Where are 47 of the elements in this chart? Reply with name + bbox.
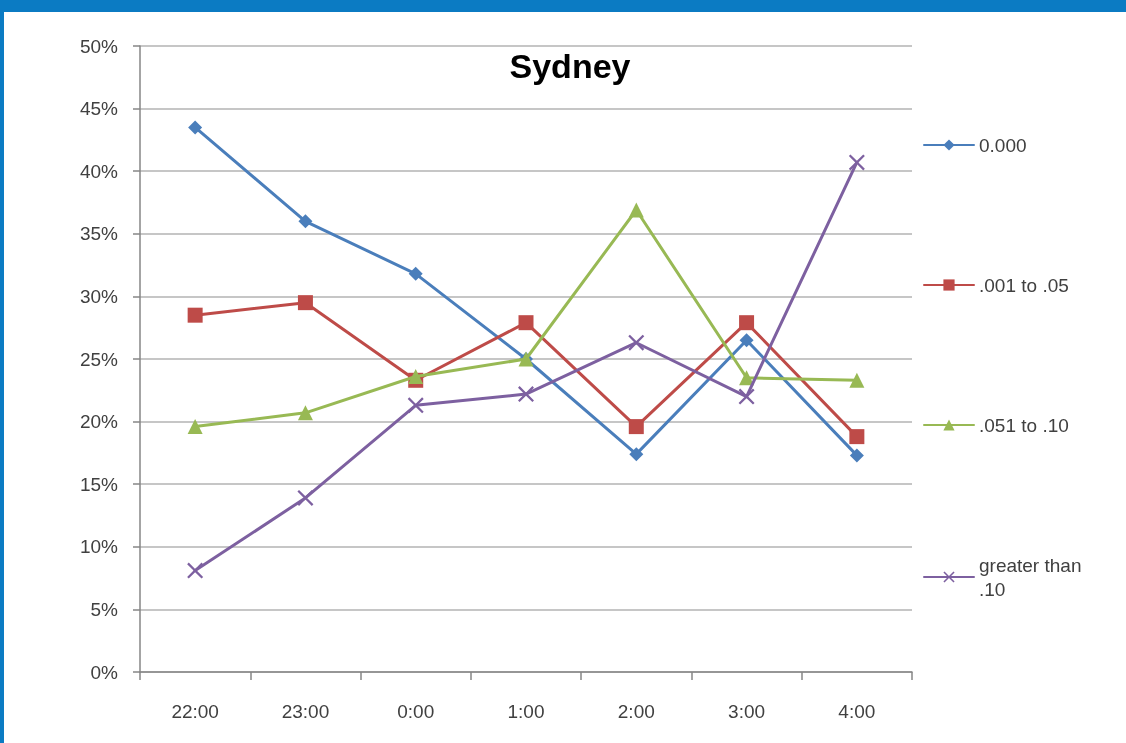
point bbox=[297, 489, 314, 506]
point bbox=[407, 397, 424, 414]
point bbox=[408, 266, 423, 281]
y-tick-label: 10% bbox=[79, 536, 119, 558]
point bbox=[848, 154, 865, 171]
point bbox=[187, 562, 204, 579]
point bbox=[187, 419, 203, 435]
point bbox=[297, 295, 313, 311]
point bbox=[849, 372, 865, 388]
x-tick-label: 22:00 bbox=[171, 701, 219, 722]
point bbox=[298, 214, 313, 229]
point bbox=[628, 202, 644, 218]
y-tick-label: 40% bbox=[79, 160, 119, 182]
y-tick-label: 20% bbox=[79, 411, 119, 433]
y-tick-label: 15% bbox=[79, 473, 119, 495]
point bbox=[628, 334, 645, 351]
point bbox=[849, 429, 865, 445]
x-tick-label: 0:00 bbox=[397, 701, 435, 722]
y-tick-label: 50% bbox=[79, 35, 119, 57]
legend-label: 0.000 bbox=[979, 134, 1027, 156]
point bbox=[297, 405, 313, 421]
point bbox=[629, 447, 644, 462]
y-tick-label: 30% bbox=[79, 285, 119, 307]
point bbox=[518, 315, 534, 331]
x-tick-label: 3:00 bbox=[728, 701, 766, 722]
chart-title: Sydney bbox=[509, 47, 631, 85]
y-tick-label: 25% bbox=[79, 348, 119, 370]
legend-label: .001 to .05 bbox=[979, 274, 1069, 296]
point bbox=[188, 120, 203, 135]
legend-label: .051 to .10 bbox=[979, 414, 1069, 436]
point bbox=[739, 370, 755, 386]
point bbox=[738, 388, 755, 405]
point bbox=[739, 333, 754, 348]
x-tick-label: 23:00 bbox=[281, 701, 330, 722]
x-tick-label: 1:00 bbox=[507, 701, 545, 722]
legend-label: greater than .10 bbox=[979, 554, 1087, 600]
point bbox=[628, 419, 644, 435]
y-tick-label: 5% bbox=[90, 598, 119, 620]
point bbox=[518, 386, 534, 403]
point bbox=[187, 307, 203, 323]
y-tick-label: 0% bbox=[90, 661, 119, 683]
point bbox=[739, 315, 755, 331]
y-tick-label: 35% bbox=[79, 223, 119, 245]
y-tick-label: 45% bbox=[79, 98, 119, 120]
x-tick-label: 4:00 bbox=[838, 701, 876, 722]
x-tick-label: 2:00 bbox=[617, 701, 655, 722]
point bbox=[849, 448, 864, 463]
